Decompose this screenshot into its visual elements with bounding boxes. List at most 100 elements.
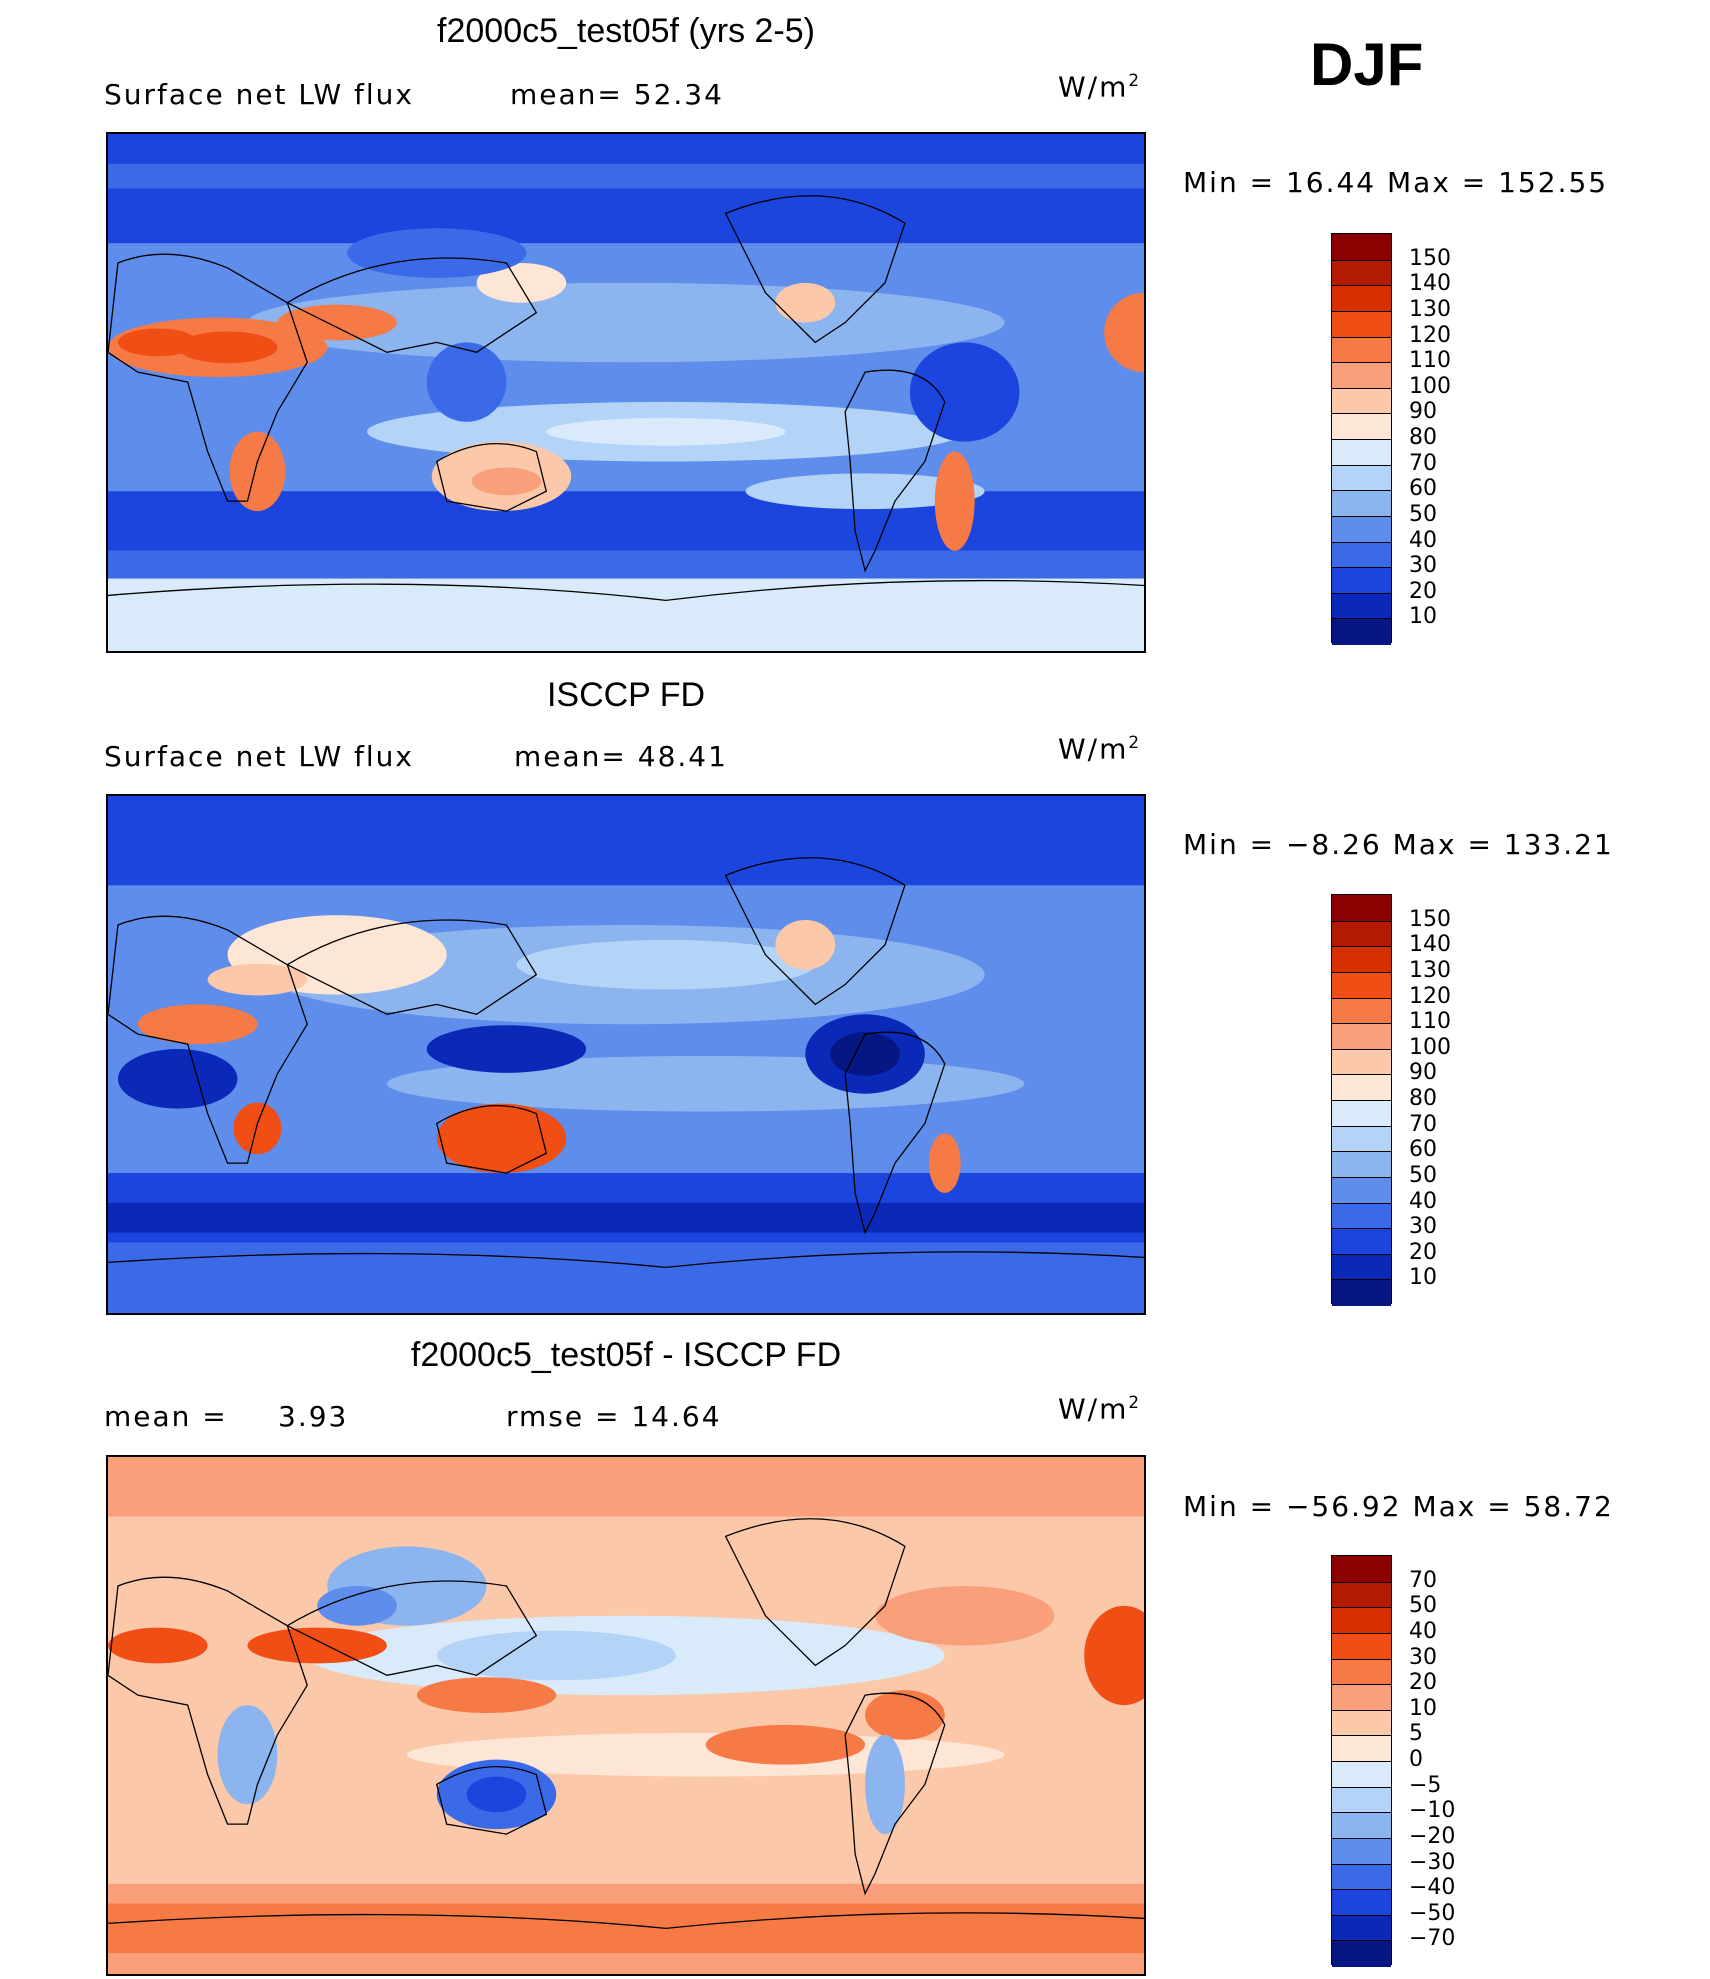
- colorbar-level-label: 30: [1409, 553, 1437, 579]
- colorbar-divider: [1332, 1202, 1391, 1204]
- colorbar-divider: [1332, 971, 1391, 973]
- colorbar-level-label: −20: [1409, 1823, 1456, 1849]
- panel-1-minmax: Min = 16.44 Max = 152.55: [1183, 166, 1609, 199]
- colorbar-level-label: −10: [1409, 1798, 1456, 1824]
- colorbar-swatch: [1332, 1786, 1391, 1813]
- colorbar-divider: [1332, 1074, 1391, 1076]
- colorbar-level-label: 130: [1409, 296, 1451, 322]
- colorbar-divider: [1332, 515, 1391, 517]
- colorbar-swatch: [1332, 336, 1391, 363]
- colorbar-swatch: [1332, 1581, 1391, 1608]
- colorbar-swatch: [1332, 490, 1391, 517]
- colorbar-level-label: 10: [1409, 604, 1437, 630]
- colorbar-swatch: [1332, 1048, 1391, 1075]
- colorbar-level-label: 130: [1409, 957, 1451, 983]
- colorbar-level-label: 20: [1409, 578, 1437, 604]
- colorbar-swatch: [1332, 1100, 1391, 1127]
- colorbar-level-label: 70: [1409, 1567, 1437, 1593]
- colorbar-level-label: 60: [1409, 1137, 1437, 1163]
- colorbar-swatch: [1332, 1658, 1391, 1685]
- colorbar-level-label: 100: [1409, 373, 1451, 399]
- colorbar-level-label: 40: [1409, 1618, 1437, 1644]
- panel-3-minmax: Min = −56.92 Max = 58.72: [1183, 1490, 1614, 1523]
- colorbar-divider: [1332, 1228, 1391, 1230]
- colorbar-level-label: −40: [1409, 1875, 1456, 1901]
- panel-1-mean: mean= 52.34: [510, 78, 724, 111]
- colorbar-divider: [1332, 1581, 1391, 1583]
- panel-2-variable: Surface net LW flux: [104, 740, 414, 773]
- panel-2-map: [106, 794, 1146, 1315]
- colorbar-swatch: [1332, 1914, 1391, 1941]
- colorbar-divider: [1332, 1735, 1391, 1737]
- colorbar-divider: [1332, 1658, 1391, 1660]
- colorbar-level-label: 120: [1409, 322, 1451, 348]
- panel-1-units: W/m2: [1058, 70, 1142, 104]
- panel-1-variable: Surface net LW flux: [104, 78, 414, 111]
- panel-2-minmax: Min = −8.26 Max = 133.21: [1183, 828, 1614, 861]
- colorbar-level-label: 5: [1409, 1721, 1423, 1747]
- colorbar-swatch: [1332, 997, 1391, 1024]
- colorbar-swatch: [1332, 592, 1391, 619]
- colorbar-level-label: 100: [1409, 1034, 1451, 1060]
- colorbar-divider: [1332, 1889, 1391, 1891]
- colorbar-swatch: [1332, 1151, 1391, 1178]
- colorbar-level-label: 50: [1409, 501, 1437, 527]
- colorbar-level-label: −50: [1409, 1900, 1456, 1926]
- panel-3-mean-label: mean =: [104, 1400, 228, 1433]
- colorbar-divider: [1332, 567, 1391, 569]
- colorbar-divider: [1332, 1279, 1391, 1281]
- colorbar-divider: [1332, 1125, 1391, 1127]
- panel-3-rmse: rmse = 14.64: [506, 1400, 722, 1433]
- colorbar-swatch: [1332, 541, 1391, 568]
- colorbar-level-label: 10: [1409, 1695, 1437, 1721]
- colorbar-swatch: [1332, 971, 1391, 998]
- colorbar-swatch: [1332, 1735, 1391, 1762]
- colorbar-level-label: 10: [1409, 1265, 1437, 1291]
- colorbar-level-label: 20: [1409, 1670, 1437, 1696]
- colorbar-divider: [1332, 1837, 1391, 1839]
- colorbar-swatch: [1332, 946, 1391, 973]
- colorbar-swatch: [1332, 310, 1391, 337]
- colorbar-divider: [1332, 362, 1391, 364]
- colorbar-level-label: 120: [1409, 983, 1451, 1009]
- colorbar-level-label: 70: [1409, 1111, 1437, 1137]
- colorbar-swatch: [1332, 1228, 1391, 1255]
- colorbar-swatch: [1332, 1632, 1391, 1659]
- colorbar-level-label: 60: [1409, 476, 1437, 502]
- colorbar-swatch: [1332, 362, 1391, 389]
- season-label: DJF: [1310, 31, 1424, 98]
- colorbar-swatch: [1332, 1279, 1391, 1306]
- colorbar-divider: [1332, 618, 1391, 620]
- colorbar-swatch: [1332, 1607, 1391, 1634]
- colorbar-divider: [1332, 413, 1391, 415]
- colorbar-swatch: [1332, 1812, 1391, 1839]
- colorbar-level-label: 140: [1409, 932, 1451, 958]
- colorbar-divider: [1332, 946, 1391, 948]
- colorbar-level-label: 80: [1409, 1086, 1437, 1111]
- colorbar-level-label: 20: [1409, 1239, 1437, 1265]
- panel-3-units: W/m2: [1058, 1392, 1142, 1426]
- colorbar-swatch: [1332, 515, 1391, 542]
- panel-2-title: ISCCP FD: [546, 676, 706, 714]
- colorbar-swatch: [1332, 1023, 1391, 1050]
- colorbar-divider: [1332, 592, 1391, 594]
- colorbar-level-label: 40: [1409, 1188, 1437, 1214]
- colorbar-divider: [1332, 1812, 1391, 1814]
- colorbar-divider: [1332, 1607, 1391, 1609]
- colorbar-divider: [1332, 464, 1391, 466]
- colorbar-level-label: 110: [1409, 1009, 1451, 1035]
- colorbar-level-label: 90: [1409, 399, 1437, 425]
- colorbar-swatch: [1332, 618, 1391, 645]
- colorbar-divider: [1332, 439, 1391, 440]
- colorbar-divider: [1332, 1100, 1391, 1101]
- panel-2-mean: mean= 48.41: [514, 740, 728, 773]
- panel-1-colorbar: [1331, 233, 1392, 645]
- colorbar-level-label: 70: [1409, 450, 1437, 476]
- panel-3-map: [106, 1455, 1146, 1976]
- colorbar-level-label: 30: [1409, 1644, 1437, 1670]
- panel-2-units: W/m2: [1058, 732, 1142, 766]
- colorbar-divider: [1332, 285, 1391, 287]
- colorbar-divider: [1332, 1914, 1391, 1916]
- colorbar-swatch: [1332, 439, 1391, 466]
- colorbar-divider: [1332, 920, 1391, 922]
